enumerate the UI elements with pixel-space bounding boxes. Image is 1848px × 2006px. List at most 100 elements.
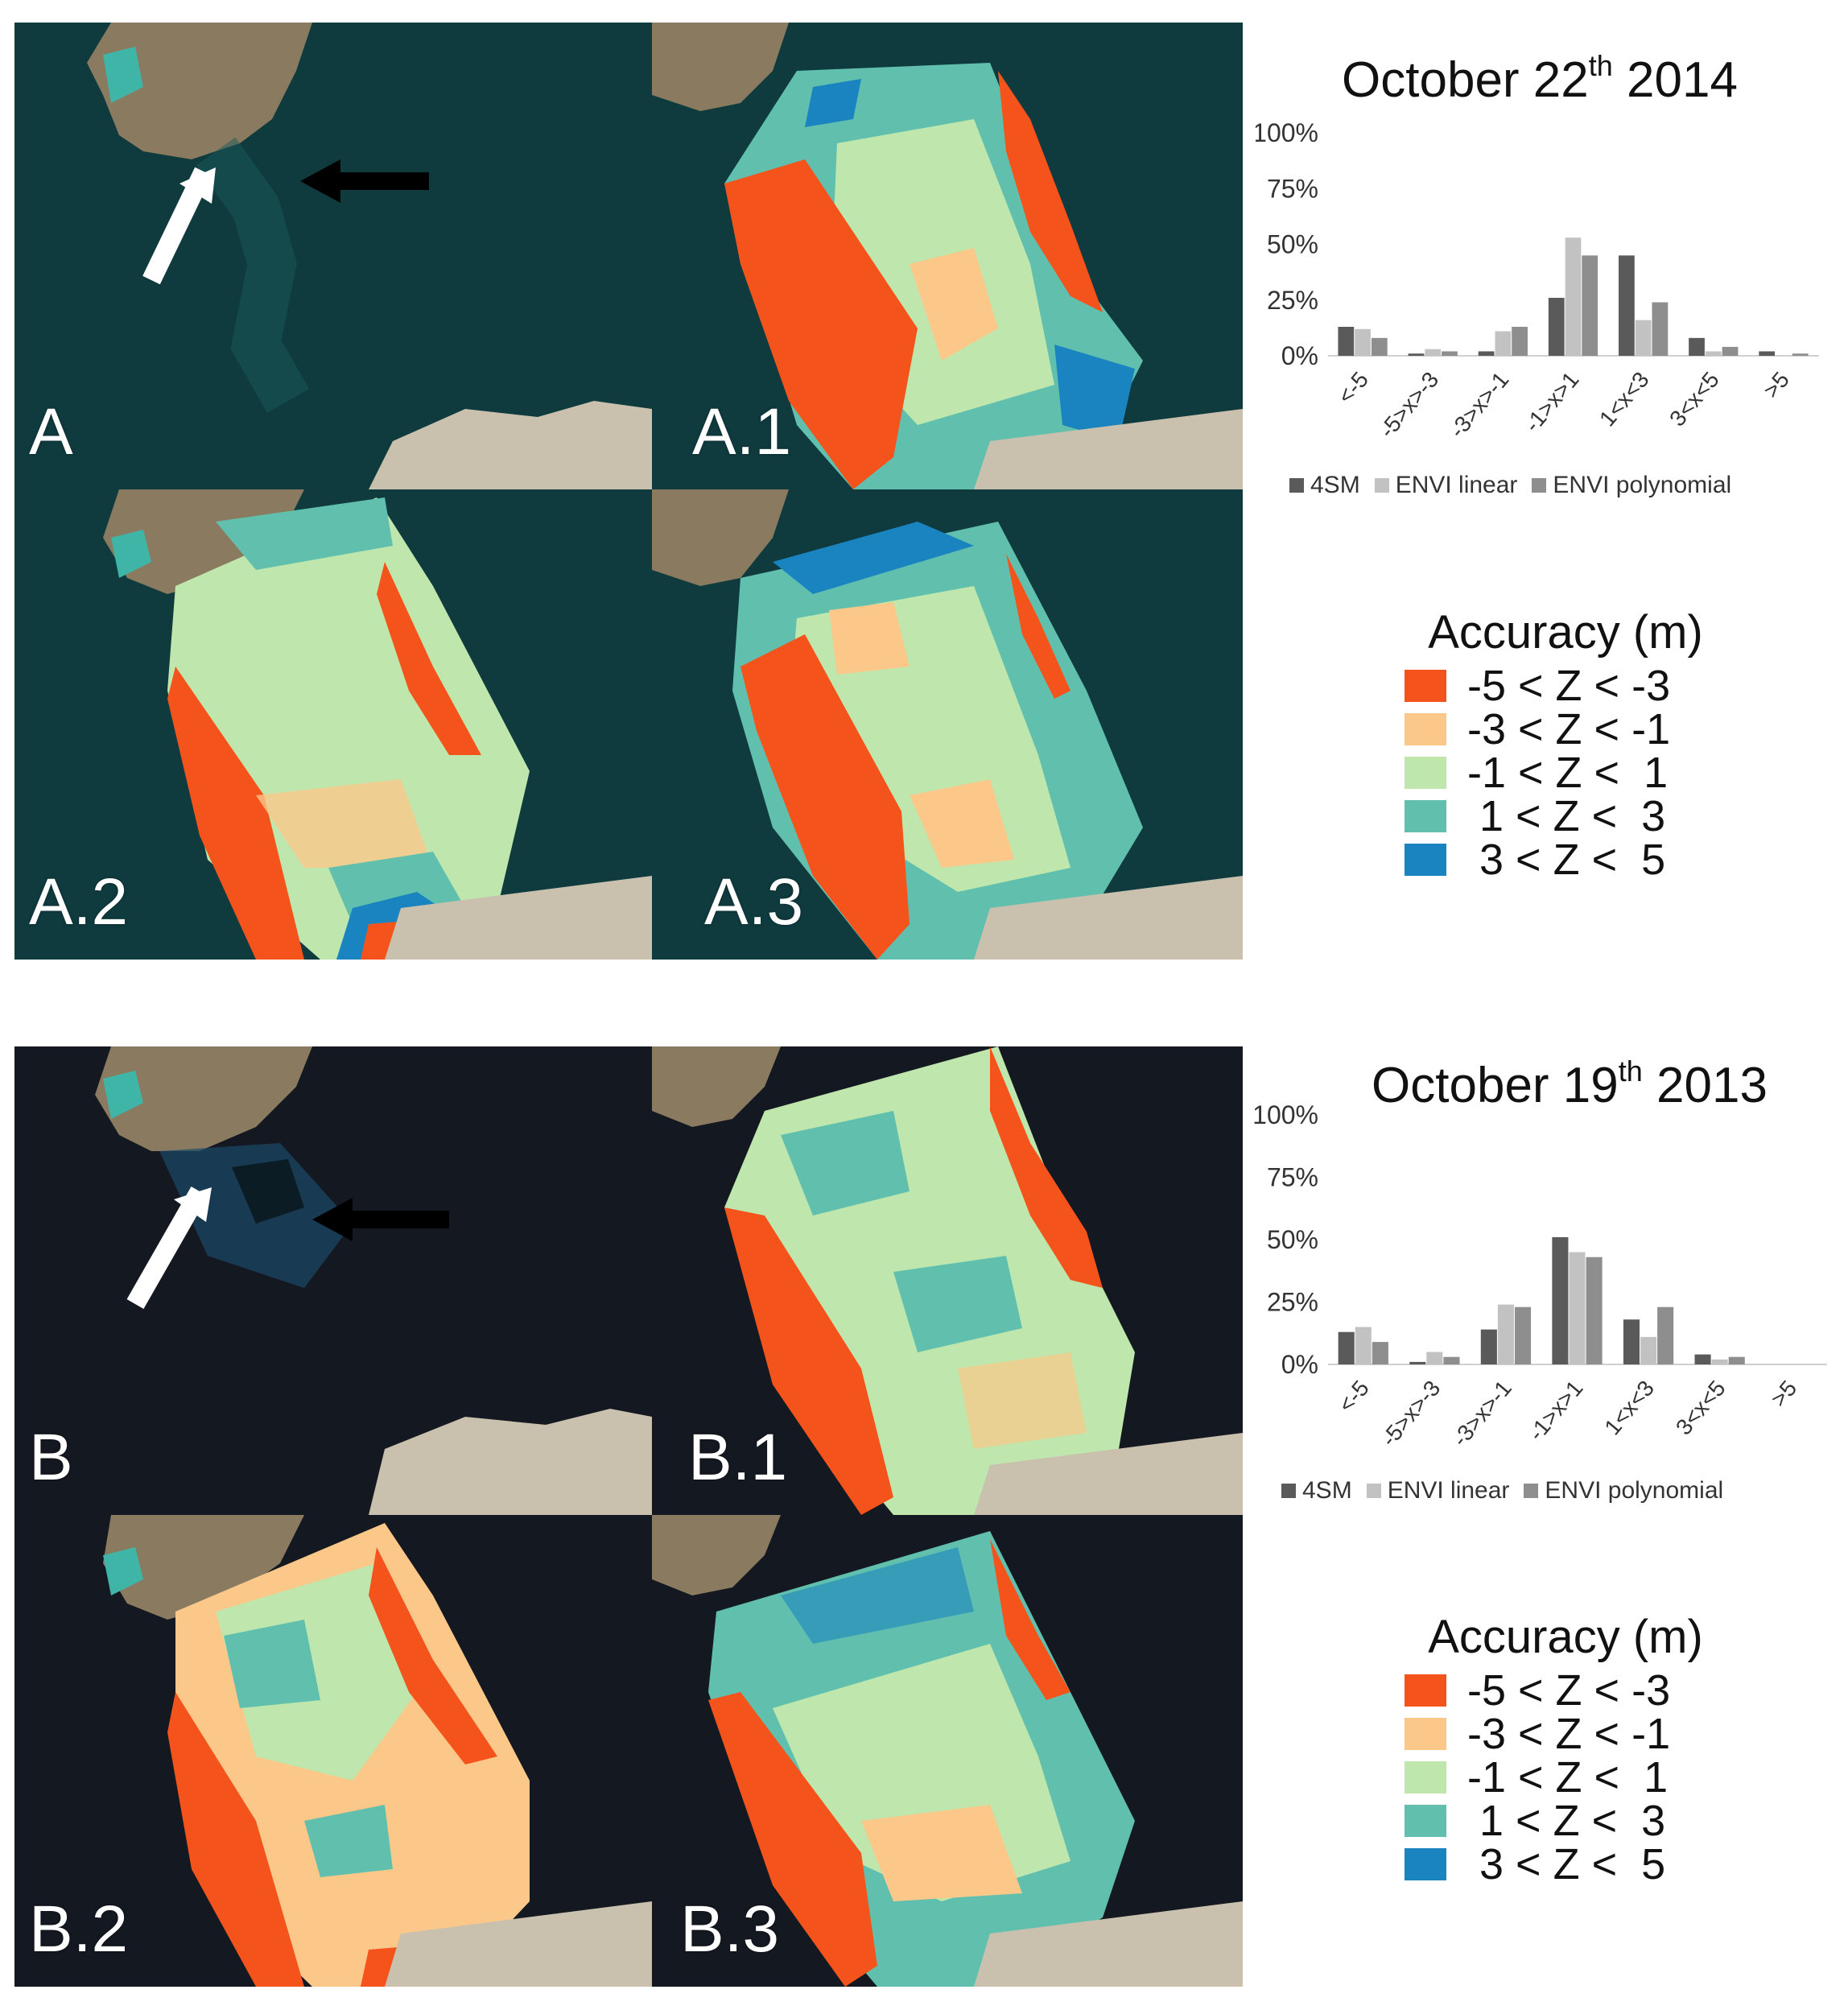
x-tick-label: -3>x>-1 — [1447, 1376, 1516, 1451]
legend-swatch — [1405, 844, 1446, 876]
legend-entry: ENVI polynomial — [1532, 472, 1731, 499]
legend-entry: 4SM — [1281, 1477, 1352, 1504]
legend-label: 3 < Z < 5 — [1467, 1840, 1666, 1888]
bar-4sm — [1623, 1319, 1640, 1364]
y-tick-label: 50% — [1267, 1225, 1318, 1254]
legend-entry: 4SM — [1289, 472, 1360, 499]
map-panel-b2: B.2 — [14, 1515, 652, 1987]
legend-label: 4SM — [1310, 472, 1360, 498]
x-tick-label: -1>x>1 — [1524, 1376, 1588, 1446]
legend-label: ENVI polynomial — [1553, 472, 1732, 498]
bar-chart-2014: October 22th 2014 100% 75% 50% 25% 0% <-5 -5>x… — [1252, 48, 1819, 515]
panel-label-a: A — [29, 395, 73, 468]
x-tick-label: >5 — [1766, 1376, 1801, 1411]
legend-label: ENVI linear — [1395, 472, 1518, 498]
y-tick-label: 75% — [1267, 174, 1318, 203]
x-tick-label: -1>x>1 — [1520, 367, 1584, 437]
bar-4sm — [1689, 337, 1705, 356]
y-tick-label: 0% — [1281, 341, 1318, 370]
legend-swatch — [1366, 1484, 1381, 1498]
bar-envi-polynomial — [1443, 1356, 1460, 1364]
x-tick-label: 1<x<3 — [1599, 1376, 1659, 1440]
bar-envi-polynomial — [1586, 1257, 1603, 1364]
x-tick-label: >5 — [1759, 367, 1794, 402]
bar-envi-polynomial — [1722, 346, 1739, 356]
bar-envi-polynomial — [1442, 351, 1458, 356]
chart-title-main: October 19 — [1372, 1058, 1619, 1113]
legend-label: ENVI polynomial — [1545, 1477, 1724, 1504]
legend-row: -5 < Z < -3 — [1405, 662, 1726, 710]
panel-label-a2: A.2 — [29, 865, 129, 939]
bar-4sm — [1478, 351, 1495, 356]
bar-envi-linear — [1705, 351, 1722, 356]
map-panel-a3: A.3 — [652, 489, 1243, 960]
bar-4sm — [1408, 353, 1425, 356]
legend-swatch — [1405, 757, 1446, 789]
x-tick-label: <-5 — [1334, 1376, 1374, 1418]
legend-row: -3 < Z < -1 — [1405, 1710, 1726, 1758]
bar-envi-linear — [1425, 349, 1442, 356]
y-tick-label: 100% — [1252, 1100, 1318, 1129]
bar-envi-polynomial — [1792, 353, 1809, 356]
legend-label: -5 < Z < -3 — [1467, 1666, 1671, 1715]
y-tick-label: 0% — [1281, 1350, 1318, 1379]
legend-label: 4SM — [1302, 1477, 1352, 1504]
series-legend-2014: 4SM ENVI linear ENVI polynomial — [1289, 472, 1746, 499]
bar-envi-linear — [1569, 1252, 1586, 1364]
bar-chart-2013: October 19th 2013 100% 75% 50% 25% 0% <-5 -5>x… — [1248, 1050, 1827, 1521]
chart-title: October 19th 2013 — [1372, 1055, 1768, 1113]
legend-label: 1 < Z < 3 — [1467, 1797, 1666, 1845]
x-tick-label: -3>x>-1 — [1445, 367, 1514, 443]
legend-row: 3 < Z < 5 — [1405, 1840, 1726, 1888]
legend-label: -3 < Z < -1 — [1467, 705, 1671, 753]
accuracy-map-b3 — [652, 1515, 1243, 1987]
bar-envi-linear — [1497, 1304, 1514, 1364]
bar-envi-polynomial — [1512, 326, 1528, 356]
map-panel-b1: B.1 — [652, 1046, 1243, 1515]
y-tick-label: 100% — [1256, 118, 1318, 147]
map-panel-a1: A.1 — [652, 23, 1243, 489]
legend-swatch — [1405, 1674, 1446, 1707]
x-tick-label: -5>x>-3 — [1376, 1376, 1446, 1451]
legend-row: 1 < Z < 3 — [1405, 1797, 1726, 1845]
legend-swatch — [1289, 478, 1304, 493]
legend-label: -3 < Z < -1 — [1467, 1710, 1671, 1758]
satellite-image-b — [14, 1046, 652, 1515]
bar-envi-polynomial — [1728, 1356, 1745, 1364]
legend-swatch — [1405, 670, 1446, 702]
black-arrow — [300, 159, 340, 203]
chart-title-sup: th — [1619, 1055, 1643, 1088]
accuracy-map-b1 — [652, 1046, 1243, 1515]
bar-envi-linear — [1635, 320, 1652, 356]
accuracy-legend-top: Accuracy (m) -5 < Z < -3 -3 < Z < -1 -1 … — [1405, 605, 1726, 884]
legend-swatch — [1524, 1484, 1539, 1498]
y-tick-label: 75% — [1267, 1163, 1318, 1192]
legend-label: 3 < Z < 5 — [1467, 836, 1666, 884]
y-tick-label: 25% — [1267, 1288, 1318, 1317]
bar-4sm — [1338, 1331, 1355, 1364]
legend-swatch — [1405, 800, 1446, 832]
panel-label-b: B — [29, 1421, 73, 1494]
bar-envi-polynomial — [1657, 1306, 1674, 1364]
legend-swatch — [1405, 1848, 1446, 1880]
legend-swatch — [1405, 1718, 1446, 1750]
bar-envi-polynomial — [1371, 337, 1388, 356]
bar-envi-polynomial — [1582, 255, 1598, 356]
bar-4sm — [1480, 1329, 1497, 1364]
legend-swatch — [1281, 1484, 1296, 1498]
chart-svg-2013: October 19th 2013 100% 75% 50% 25% 0% <-5 -5>x… — [1252, 1055, 1827, 1451]
map-panel-a: A — [14, 23, 652, 489]
legend-swatch — [1405, 713, 1446, 745]
legend-swatch — [1532, 478, 1547, 493]
bar-4sm — [1552, 1236, 1569, 1364]
legend-entry: ENVI polynomial — [1524, 1477, 1723, 1504]
legend-label: -1 < Z < 1 — [1467, 749, 1669, 797]
bar-4sm — [1759, 351, 1776, 356]
legend-row: -3 < Z < -1 — [1405, 705, 1726, 753]
legend-label: -1 < Z < 1 — [1467, 1753, 1669, 1802]
legend-row: 1 < Z < 3 — [1405, 792, 1726, 840]
legend-row: 3 < Z < 5 — [1405, 836, 1726, 884]
bar-4sm — [1548, 297, 1565, 356]
bar-envi-linear — [1711, 1359, 1728, 1364]
bar-envi-linear — [1640, 1336, 1657, 1364]
